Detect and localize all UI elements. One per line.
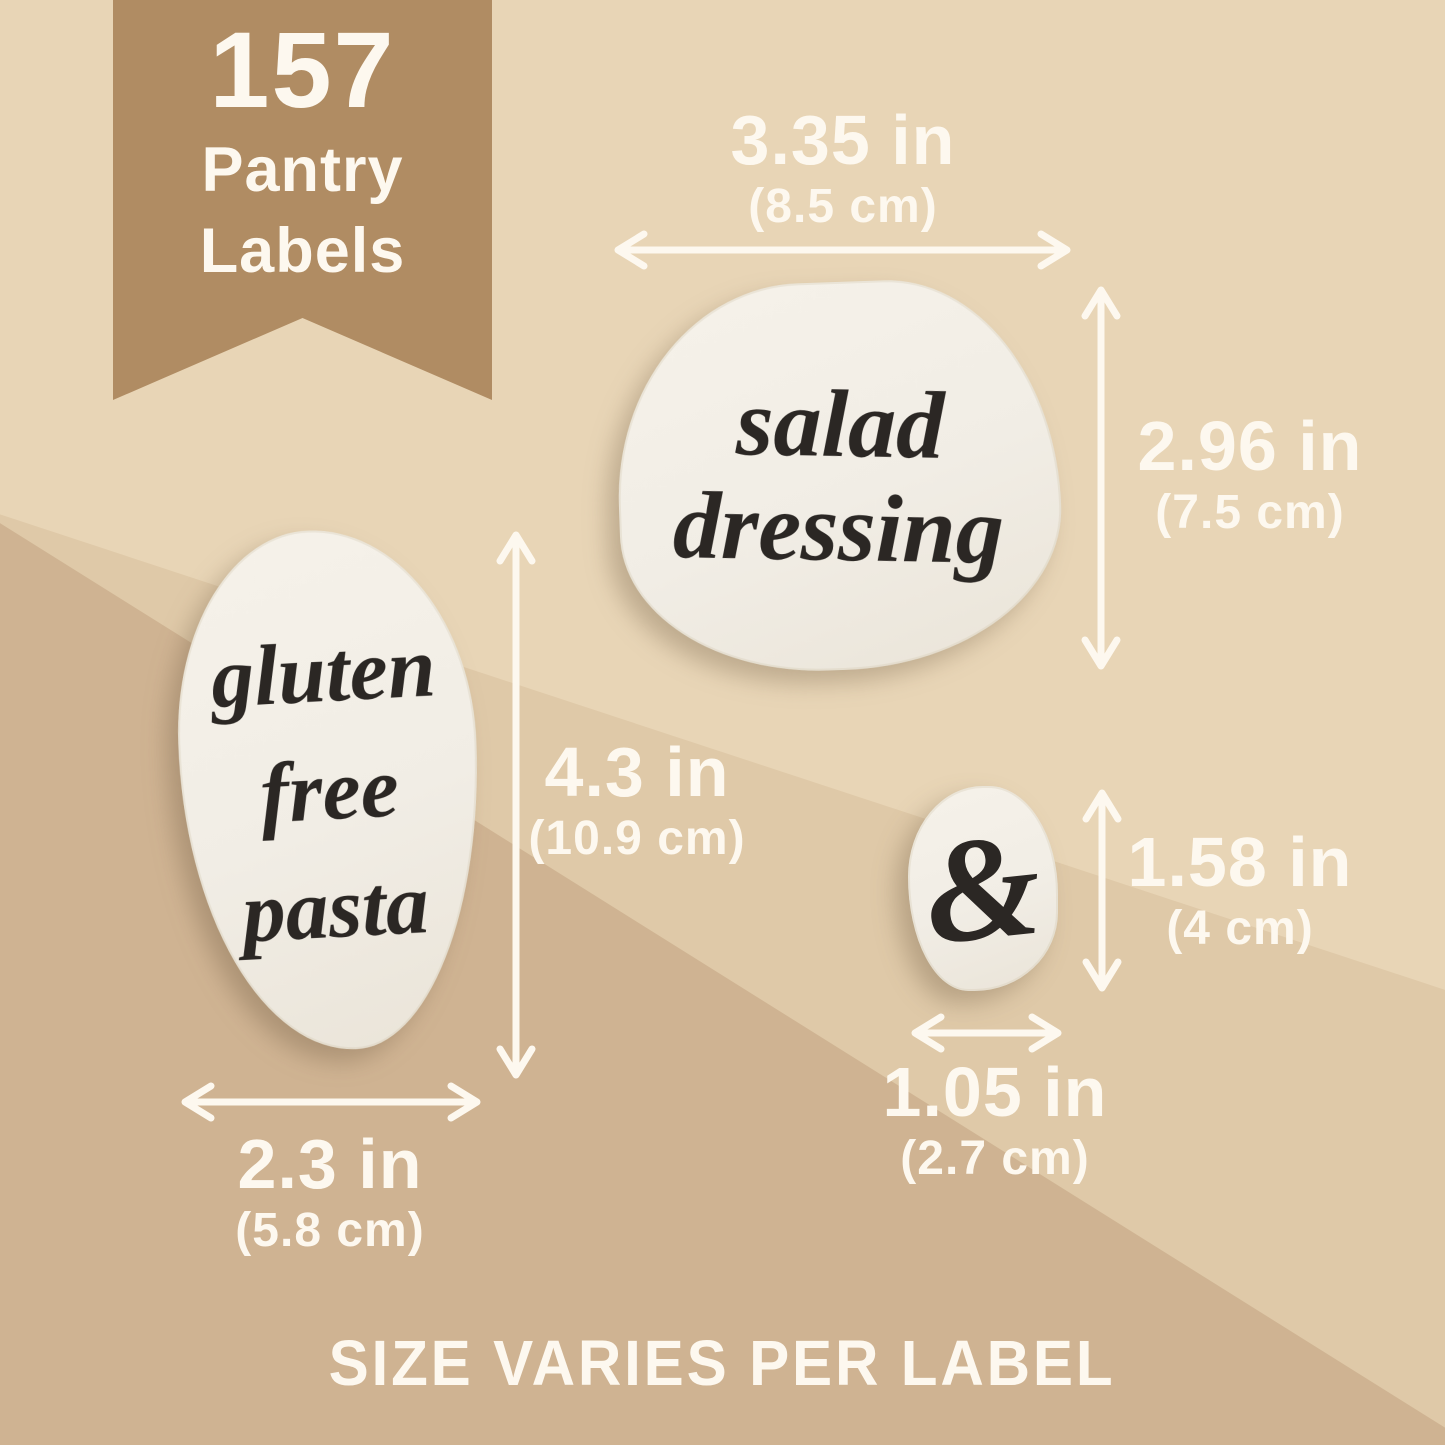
- dimension-cm: (4 cm): [1166, 902, 1314, 955]
- width-arrow-gluten-free-pasta: [181, 1082, 481, 1122]
- sticker-text: salad dressing: [671, 368, 1006, 584]
- height-arrow-ampersand: [1082, 789, 1122, 992]
- dimension-inches: 2.3 in: [237, 1125, 423, 1203]
- count-badge-ribbon: 157 Pantry Labels: [113, 0, 492, 400]
- dimension-cm: (2.7 cm): [900, 1132, 1090, 1185]
- badge-word-pantry: Pantry: [201, 135, 404, 205]
- height-arrow-salad-dressing: [1081, 286, 1121, 670]
- size-varies-note: SIZE VARIES PER LABEL: [328, 1327, 1116, 1399]
- height-arrow-gluten-free-pasta: [496, 531, 536, 1079]
- dimension-inches: 1.58 in: [1127, 823, 1353, 901]
- width-arrow-salad-dressing: [614, 230, 1071, 270]
- sticker-text: &: [917, 800, 1049, 977]
- sticker-word: gluten: [208, 618, 438, 726]
- sticker-ampersand: &: [908, 786, 1058, 991]
- sticker-text: gluten free pasta: [208, 607, 451, 972]
- dimension-inches: 1.05 in: [882, 1053, 1108, 1131]
- dimension-pasta-height: 4.3 in (10.9 cm): [528, 735, 745, 869]
- sticker-word: pasta: [239, 855, 431, 961]
- dimension-cm: (5.8 cm): [235, 1204, 425, 1257]
- dimension-salad-height: 2.96 in (7.5 cm): [1138, 409, 1363, 543]
- dimension-inches: 4.3 in: [544, 733, 730, 811]
- sticker-word: dressing: [671, 471, 1005, 584]
- dimension-ampersand-width: 1.05 in (2.7 cm): [883, 1055, 1108, 1189]
- dimension-cm: (8.5 cm): [748, 180, 938, 233]
- label-count: 157: [209, 9, 396, 130]
- dimension-ampersand-height: 1.58 in (4 cm): [1128, 825, 1353, 959]
- dimension-inches: 2.96 in: [1137, 407, 1363, 485]
- badge-word-labels: Labels: [199, 216, 406, 286]
- dimension-pasta-width: 2.3 in (5.8 cm): [235, 1127, 424, 1261]
- dimension-cm: (10.9 cm): [528, 812, 746, 865]
- sticker-salad-dressing: salad dressing: [611, 274, 1067, 678]
- sticker-word: free: [257, 738, 401, 842]
- dimension-inches: 3.35 in: [730, 101, 956, 179]
- width-arrow-ampersand: [911, 1013, 1062, 1053]
- dimension-cm: (7.5 cm): [1155, 486, 1345, 539]
- sticker-word: salad: [734, 368, 945, 479]
- dimension-salad-width: 3.35 in (8.5 cm): [731, 103, 956, 237]
